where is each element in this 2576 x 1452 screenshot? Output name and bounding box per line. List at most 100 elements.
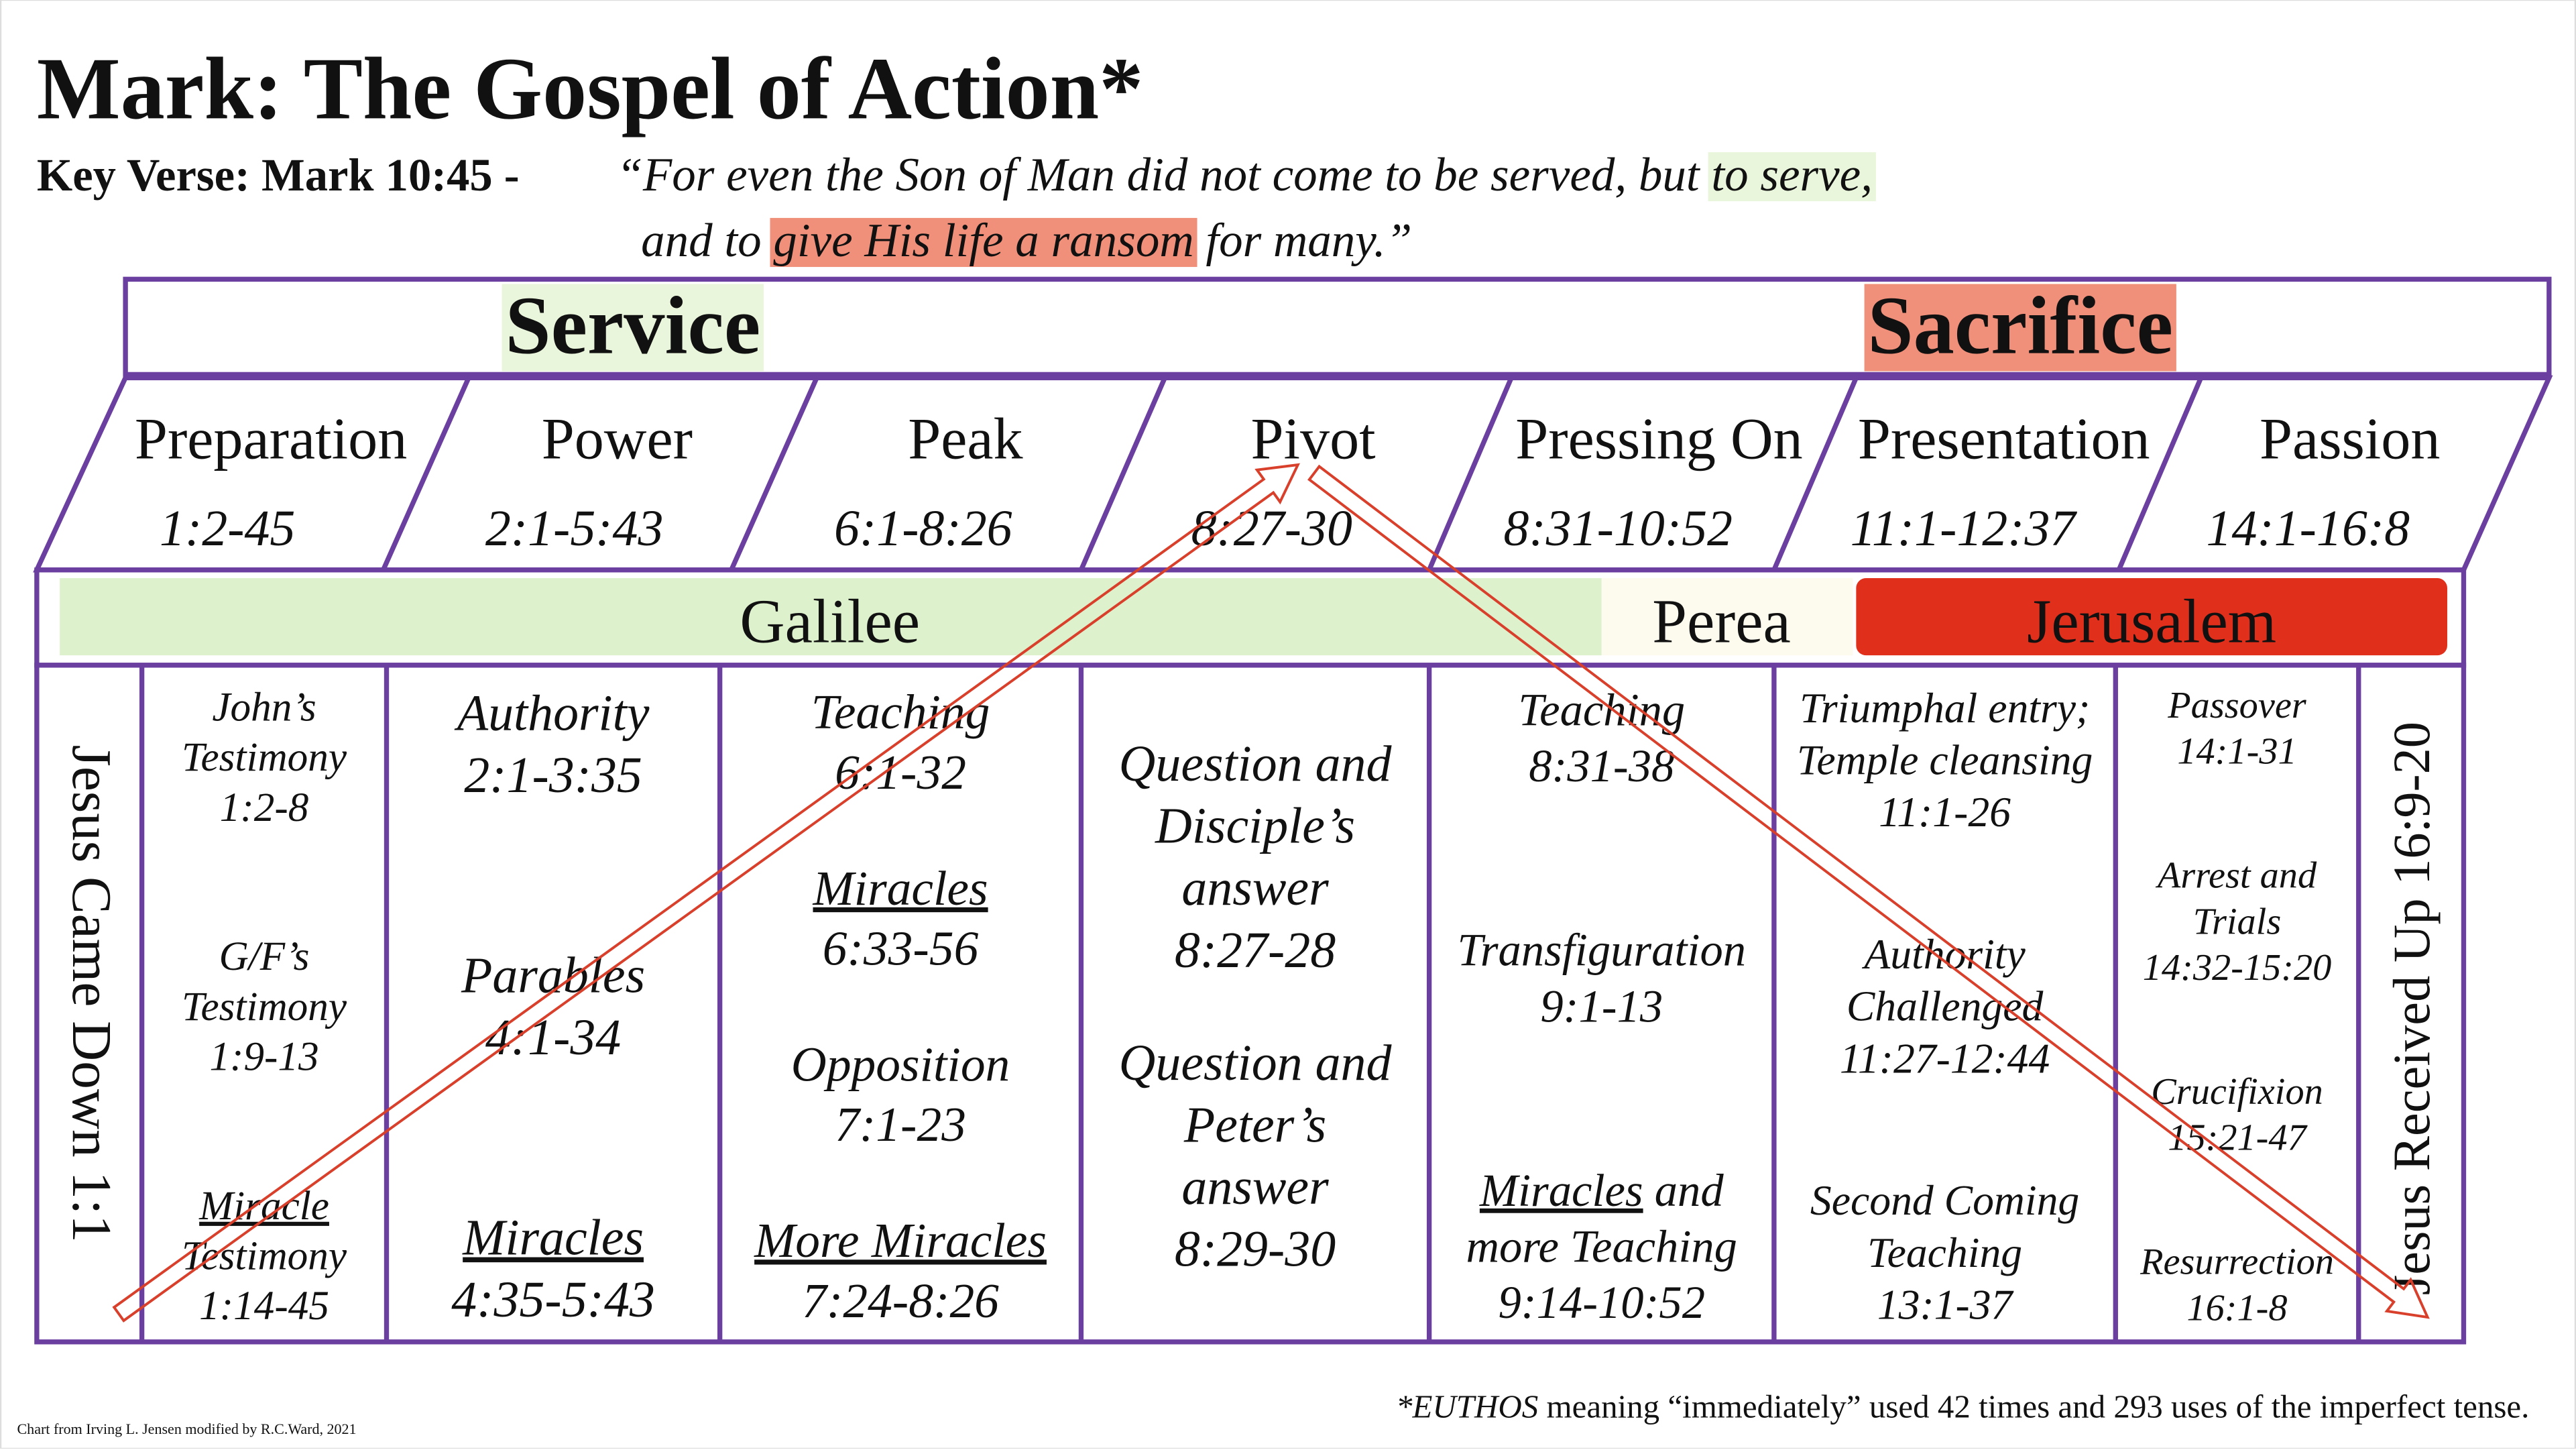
phase-divider <box>381 376 471 571</box>
cell-text: Opposition <box>791 1038 1010 1092</box>
cell-text: Question and <box>1119 736 1393 792</box>
cell-text: 1:9-13 <box>209 1034 318 1080</box>
quote-highlight: give His life a ransom <box>773 215 1193 267</box>
cell-line: answer <box>1181 1159 1329 1215</box>
cell-line: More Miracles <box>754 1213 1047 1268</box>
cell-line: 8:29-30 <box>1175 1221 1336 1278</box>
cell-line: 14:1-31 <box>2177 731 2296 773</box>
quote-highlight: to serve, <box>1711 149 1873 201</box>
cell-line: Teaching <box>811 685 990 739</box>
cell-line: Trials <box>2193 901 2282 942</box>
cell-text: Teaching <box>811 685 990 739</box>
cell-line: 9:1-13 <box>1540 981 1663 1031</box>
side-label-right: Jesus Received Up 16:9-20 <box>2382 722 2441 1295</box>
cell-text: 11:27-12:44 <box>1840 1034 2050 1082</box>
cell-line: Opposition <box>791 1038 1010 1092</box>
phase-divider <box>1079 376 1167 571</box>
phase-divider <box>1427 376 1514 571</box>
phase-ref: 8:31-10:52 <box>1503 500 1733 557</box>
cell-text: Temple cleansing <box>1797 736 2093 783</box>
cell-line: Passover <box>2167 685 2307 726</box>
cell-line: Testimony <box>182 734 347 780</box>
cell-text: 2:1-3:35 <box>464 747 642 803</box>
theme-box <box>123 276 2552 378</box>
region-fill <box>60 578 1602 656</box>
cell-line: Testimony <box>182 1233 347 1278</box>
cell-line: Resurrection <box>2140 1241 2334 1283</box>
title: Mark: The Gospel of Action* <box>37 39 1143 137</box>
highlight <box>1708 152 1876 202</box>
cell-line: 16:1-8 <box>2186 1287 2287 1329</box>
cell-underlined: Miracles <box>462 1210 644 1266</box>
cell-text: Resurrection <box>2140 1241 2334 1283</box>
cell-line: 8:31-38 <box>1529 740 1674 791</box>
cell-line: Question and <box>1119 1035 1393 1091</box>
cell-text: answer <box>1181 1159 1329 1215</box>
highlight <box>770 217 1197 268</box>
cell-line: Triumphal entry; <box>1800 684 2090 732</box>
cell-text: 6:1-32 <box>835 745 966 799</box>
cell-text: 9:14-10:52 <box>1499 1277 1705 1328</box>
cell-text: 14:32-15:20 <box>2143 947 2332 989</box>
cell-text: Challenged <box>1847 983 2044 1030</box>
cell-line: 9:14-10:52 <box>1499 1277 1705 1328</box>
theme-label: Sacrifice <box>1867 281 2173 372</box>
cell-line: 15:21-47 <box>2168 1117 2308 1159</box>
cell-text: 8:31-38 <box>1529 740 1674 791</box>
cell-line: 14:32-15:20 <box>2143 947 2332 989</box>
cell-text: 4:1-34 <box>485 1009 621 1066</box>
cell-text: 15:21-47 <box>2168 1117 2308 1159</box>
phase-name: Presentation <box>1858 406 2150 471</box>
region-name: Jerusalem <box>2027 588 2276 657</box>
phase-divider <box>2116 376 2204 571</box>
phase-ref: 14:1-16:8 <box>2207 500 2410 557</box>
highlight <box>1864 284 2176 372</box>
phase-name: Pressing On <box>1515 406 1803 471</box>
region-name: Perea <box>1652 588 1791 657</box>
cell-text: John’s <box>212 684 316 730</box>
cell-text: 6:33-56 <box>823 921 979 975</box>
credit: Chart from Irving L. Jensen modified by … <box>17 1420 356 1437</box>
quote-segment: for many.” <box>1194 215 1413 267</box>
footnote-term: *EUTHOS <box>1396 1388 1538 1425</box>
cell-text: and <box>1643 1165 1724 1216</box>
cell-line: Testimony <box>182 984 347 1029</box>
cell-line: 2:1-3:35 <box>464 747 642 803</box>
cell-line: Miracles <box>462 1210 644 1266</box>
region-name: Galilee <box>740 588 920 657</box>
cell-line: Challenged <box>1847 983 2044 1030</box>
phase-ref: 1:2-45 <box>160 500 295 557</box>
cell-line: 4:1-34 <box>485 1009 621 1066</box>
phase-name: Preparation <box>135 406 407 471</box>
cell-line: Miracles <box>812 861 988 915</box>
cell-line: Arrest and <box>2155 855 2317 897</box>
cell-line: Question and <box>1119 736 1393 792</box>
cell-text: Authority <box>454 685 650 741</box>
cell-line: Parables <box>461 948 645 1004</box>
arrow <box>1307 464 2430 1319</box>
cell-line: Miracle <box>198 1183 329 1229</box>
footnote: *EUTHOS meaning “immediately” used 42 ti… <box>1396 1388 2529 1425</box>
highlights <box>502 152 2176 372</box>
chart-body: Service Sacrifice Preparation 1:2-45 Power 2:… <box>33 281 2553 1345</box>
cell-line: 1:14-45 <box>199 1283 329 1329</box>
cell-text: Trials <box>2193 901 2282 942</box>
region-fill <box>1856 578 2447 656</box>
cell-text: 7:24-8:26 <box>802 1274 999 1328</box>
content-frame <box>34 663 2467 1345</box>
cell-line: Temple cleansing <box>1797 736 2093 783</box>
cell-text: 7:1-23 <box>835 1097 966 1152</box>
cell-text: Transfiguration <box>1457 925 1746 976</box>
cell-line: Disciple’s <box>1155 798 1355 854</box>
phase-name: Pivot <box>1251 406 1376 471</box>
cell-text: 9:1-13 <box>1540 981 1663 1031</box>
quote-segment: “For even the Son of Man did not come to… <box>616 149 1711 201</box>
cell-line: 11:1-26 <box>1879 788 2011 836</box>
cell-line: Authority <box>454 685 650 741</box>
cell-underlined: More Miracles <box>754 1213 1047 1268</box>
cell-line: 7:1-23 <box>835 1097 966 1152</box>
cell-line: 1:9-13 <box>209 1034 318 1080</box>
cell-line: 4:35-5:43 <box>451 1272 655 1328</box>
phase-divider <box>1771 376 1859 571</box>
cell-text: 1:2-8 <box>220 785 309 830</box>
